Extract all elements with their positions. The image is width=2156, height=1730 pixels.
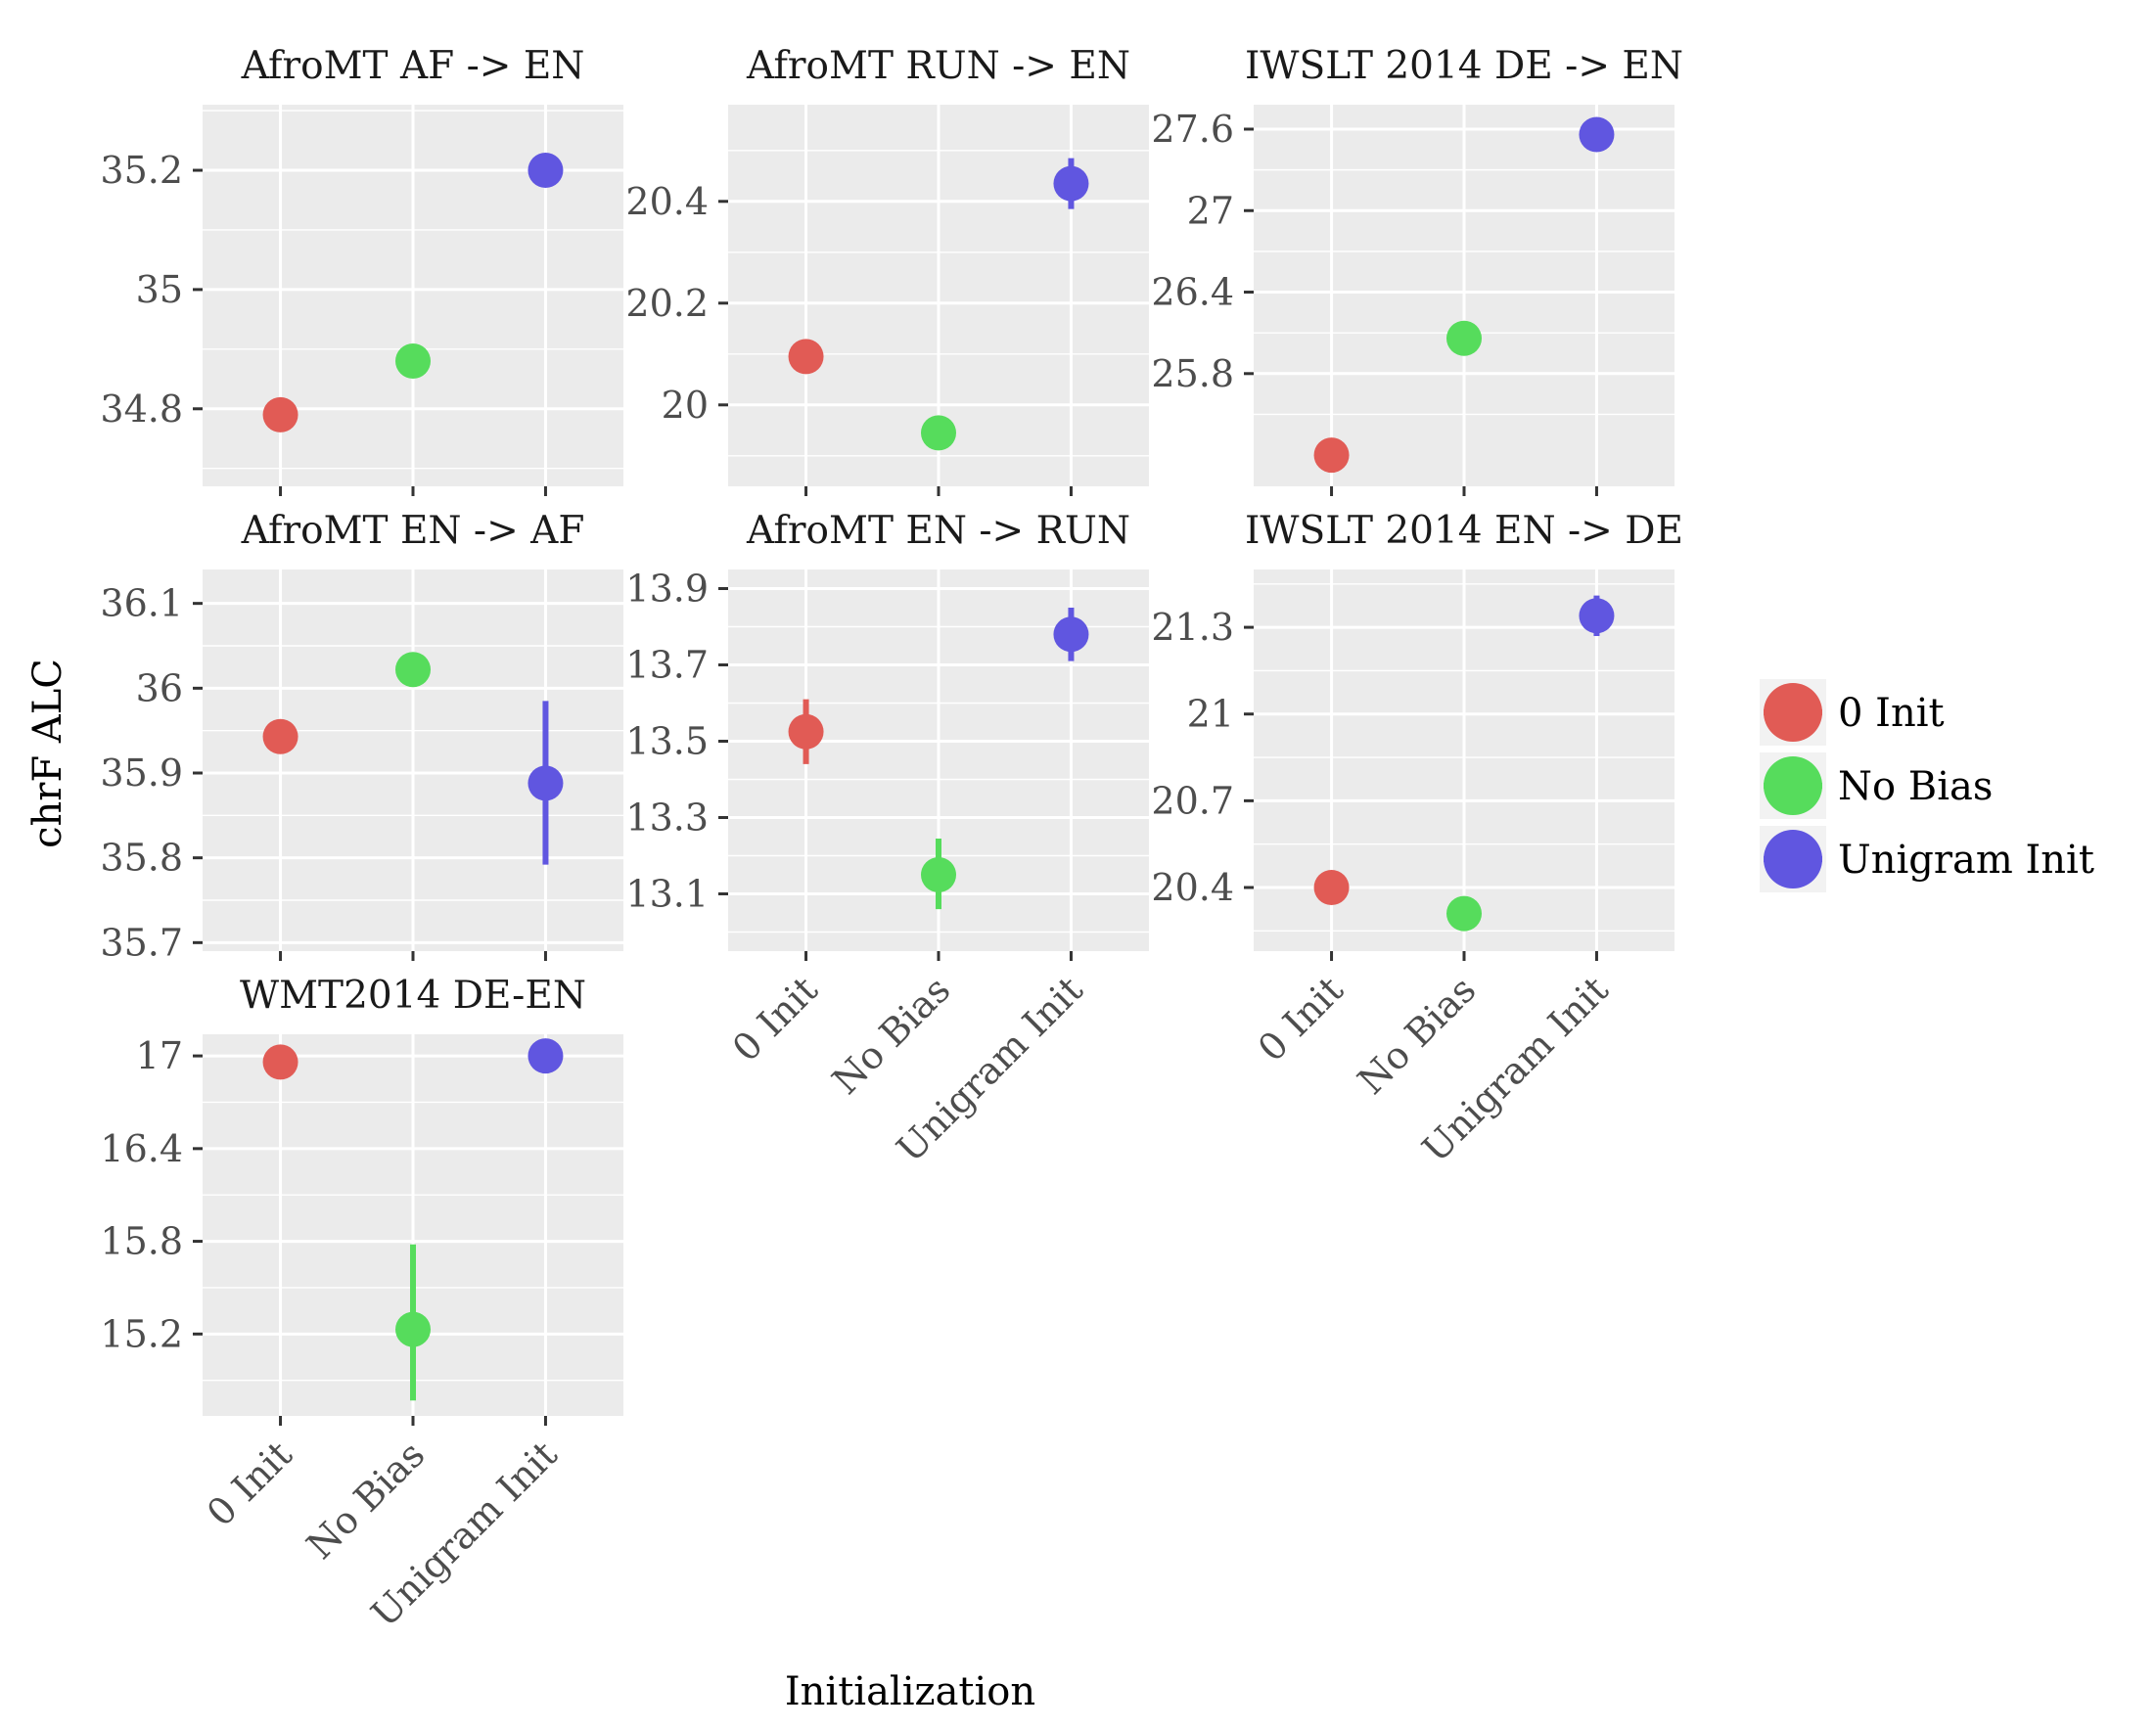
- panel-title: IWSLT 2014 EN -> DE: [1245, 509, 1683, 553]
- point-no-bias: [1446, 320, 1482, 356]
- y-tick-label: 15.2: [100, 1312, 183, 1355]
- point-0-init: [262, 718, 298, 754]
- legend-item-no-bias: No Bias: [1760, 752, 1993, 819]
- panel-afromt-af-en: 34.8 35 35.2 AfroMT AF -> EN: [100, 44, 623, 496]
- panel-title: AfroMT RUN -> EN: [746, 44, 1130, 88]
- y-tick-label: 20.2: [625, 282, 709, 325]
- x-tick-label: 0 Init: [199, 1433, 300, 1534]
- y-tick-label: 13.3: [625, 797, 709, 840]
- y-tick-label: 35.7: [100, 921, 183, 964]
- point-unigram-init: [528, 153, 564, 189]
- y-tick-label: 20: [662, 384, 709, 427]
- point-unigram-init: [528, 765, 564, 801]
- point-0-init: [262, 1044, 298, 1080]
- point-unigram-init: [1579, 116, 1615, 153]
- panel-iwslt-2014-de-en: 25.8 26.4 27 27.6 IWSLT 2014 DE -> EN: [1151, 44, 1683, 496]
- y-tick-label: 25.8: [1151, 352, 1234, 395]
- x-tick-label: 0 Init: [1250, 968, 1352, 1070]
- point-unigram-init: [528, 1038, 564, 1074]
- y-tick-label: 13.5: [625, 720, 709, 763]
- point-0-init: [262, 396, 298, 432]
- point-unigram-init: [1579, 598, 1615, 634]
- x-tick-label: No Bias: [1350, 968, 1484, 1102]
- y-tick-label: 35.8: [100, 837, 183, 880]
- point-no-bias: [395, 343, 431, 380]
- y-tick-label: 27: [1187, 189, 1234, 232]
- panels: 34.8 35 35.2 AfroMT AF -> EN 20 20.2 20.4 AfroM…: [100, 44, 1683, 1635]
- y-tick-label: 20.4: [1151, 866, 1234, 909]
- x-tick-label: No Bias: [298, 1433, 433, 1567]
- x-tick-label: 0 Init: [724, 968, 826, 1070]
- y-tick-label: 34.8: [100, 387, 183, 431]
- point-no-bias: [1446, 895, 1482, 932]
- legend-key-point: [1764, 756, 1822, 815]
- y-tick-label: 35.9: [100, 751, 183, 795]
- y-tick-label: 35.2: [100, 149, 183, 192]
- y-tick-label: 17: [136, 1034, 183, 1077]
- point-no-bias: [395, 1311, 431, 1347]
- y-tick-label: 27.6: [1151, 108, 1234, 151]
- y-tick-label: 21.3: [1151, 606, 1234, 649]
- legend-label: Unigram Init: [1838, 838, 2094, 883]
- panel-title: WMT2014 DE-EN: [240, 974, 586, 1018]
- legend-item-0-init: 0 Init: [1760, 679, 1945, 746]
- y-tick-label: 20.4: [625, 180, 709, 223]
- point-no-bias: [921, 857, 956, 892]
- legend-item-unigram-init: Unigram Init: [1760, 826, 2094, 892]
- point-0-init: [788, 713, 824, 750]
- panel-afromt-run-en: 20 20.2 20.4 AfroMT RUN -> EN: [625, 44, 1149, 496]
- legend-key-point: [1764, 830, 1822, 888]
- panel-afromt-en-af: 35.7 35.8 35.9 36 36.1 AfroMT EN -> AF: [100, 509, 623, 964]
- y-tick-label: 13.9: [625, 568, 709, 611]
- point-0-init: [1313, 870, 1350, 905]
- y-tick-label: 13.1: [625, 873, 709, 916]
- y-tick-label: 15.8: [100, 1220, 183, 1263]
- point-0-init: [788, 339, 824, 375]
- y-tick-label: 16.4: [100, 1127, 183, 1170]
- point-no-bias: [395, 652, 431, 688]
- y-tick-label: 21: [1187, 693, 1234, 736]
- x-axis-title: Initialization: [785, 1669, 1035, 1714]
- y-tick-label: 13.7: [625, 644, 709, 687]
- y-axis-title: chrF ALC: [25, 659, 70, 848]
- point-0-init: [1313, 437, 1350, 474]
- panel-title: AfroMT AF -> EN: [241, 44, 585, 88]
- panel-title: IWSLT 2014 DE -> EN: [1245, 44, 1683, 88]
- y-tick-label: 36: [136, 666, 183, 709]
- y-tick-label: 36.1: [100, 582, 183, 625]
- legend-label: 0 Init: [1838, 691, 1945, 736]
- legend-key-point: [1764, 683, 1822, 742]
- x-tick-label: No Bias: [824, 968, 958, 1102]
- point-unigram-init: [1053, 165, 1089, 202]
- y-tick-label: 26.4: [1151, 271, 1234, 314]
- y-tick-label: 20.7: [1151, 779, 1234, 822]
- legend: 0 Init No Bias Unigram Init: [1760, 679, 2094, 892]
- y-tick-label: 35: [136, 268, 183, 311]
- panel-title: AfroMT EN -> RUN: [746, 509, 1130, 553]
- panel-title: AfroMT EN -> AF: [241, 509, 585, 553]
- point-no-bias: [921, 415, 956, 451]
- legend-label: No Bias: [1838, 764, 1993, 809]
- point-unigram-init: [1053, 616, 1089, 653]
